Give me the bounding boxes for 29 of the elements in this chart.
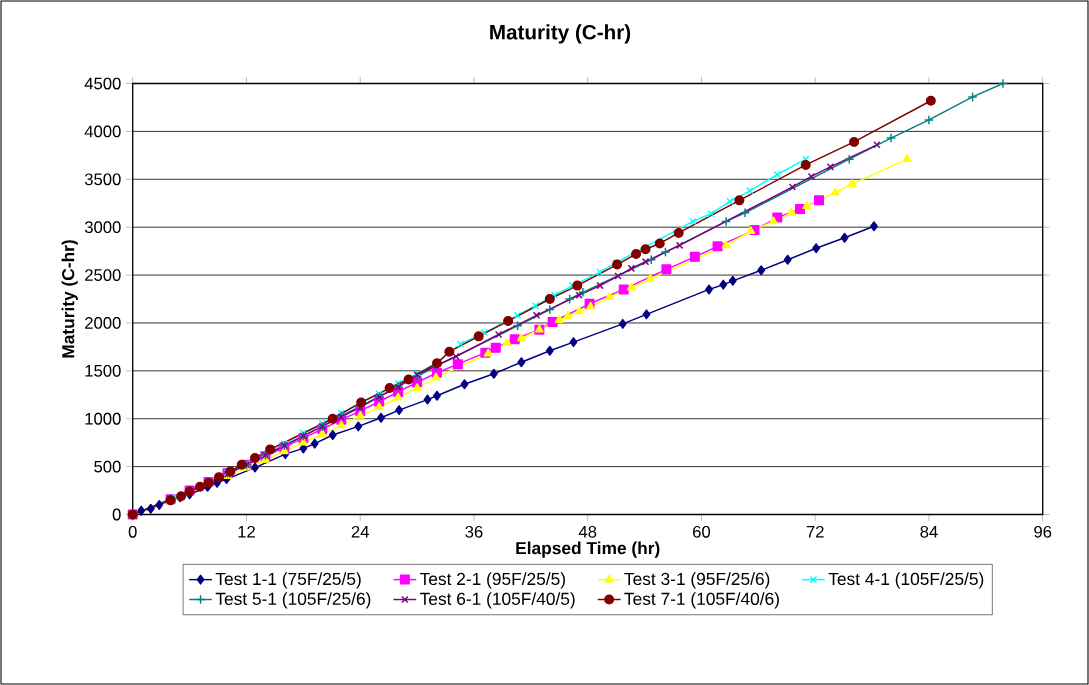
- y-tick-label: 0: [112, 508, 121, 521]
- legend-label: Test 5-1 (105F/25/6): [215, 592, 371, 609]
- y-tick-label: 2000: [85, 317, 121, 329]
- x-tick-label: 96: [1034, 525, 1052, 538]
- y-tick-label: 3500: [84, 173, 121, 186]
- x-tick-label: 24: [351, 525, 369, 538]
- legend-label: Test 2-1 (95F/25/5): [420, 572, 565, 589]
- y-tick-label: 500: [94, 460, 121, 473]
- x-tick-label: 60: [693, 525, 711, 538]
- y-tick-label: 1500: [85, 364, 121, 377]
- y-axis-title: Maturity (C-hr): [61, 240, 78, 358]
- legend-label: Test 6-1 (105F/40/5): [420, 592, 575, 609]
- x-tick-label: 48: [578, 525, 597, 538]
- chart-title: Maturity (C-hr): [490, 24, 631, 44]
- x-tick-label: 84: [920, 525, 938, 538]
- y-tick-label: 3000: [84, 221, 121, 234]
- x-tick-label: 72: [806, 525, 824, 538]
- legend-label: Test 3-1 (95F/25/6): [624, 572, 770, 589]
- y-tick-label: 1000: [85, 412, 121, 425]
- y-tick-label: 2500: [85, 269, 121, 281]
- legend-label: Test 7-1 (105F/40/6): [624, 592, 779, 609]
- y-tick-label: 4500: [84, 77, 121, 90]
- x-tick-label: 0: [128, 525, 137, 538]
- x-axis-title: Elapsed Time (hr): [516, 541, 660, 558]
- x-tick-label: 36: [465, 525, 483, 538]
- y-tick-label: 4000: [84, 125, 121, 138]
- x-tick-label: 12: [238, 525, 255, 538]
- legend-label: Test 1-1 (75F/25/5): [215, 572, 361, 589]
- legend-label: Test 4-1 (105F/25/5): [828, 572, 984, 589]
